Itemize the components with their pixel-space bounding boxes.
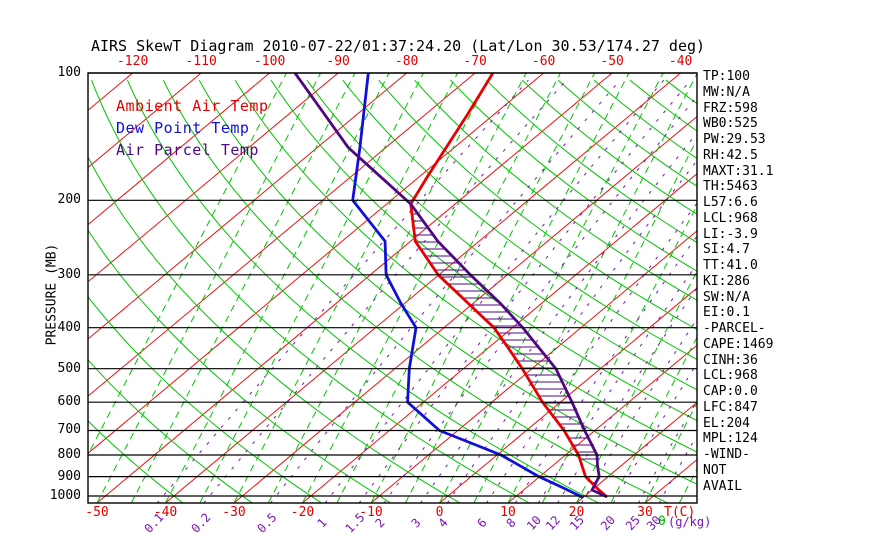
bottom-temp-tick-label: 20 bbox=[568, 505, 585, 520]
legend-ambient-air-temp: Ambient Air Temp bbox=[116, 97, 269, 115]
pressure-tick-label: 500 bbox=[57, 360, 81, 376]
pressure-tick-label: 300 bbox=[57, 266, 81, 282]
stats-panel-row: FRZ:598 bbox=[703, 100, 758, 116]
plot-border bbox=[87, 72, 698, 504]
pressure-axis-title: PRESSURE (MB) bbox=[44, 243, 60, 346]
bottom-temp-tick-label: -40 bbox=[153, 505, 178, 520]
stats-panel-row: CAP:0.0 bbox=[703, 384, 758, 399]
top-temp-tick-label: -70 bbox=[463, 54, 487, 69]
bottom-temp-tick-label: -10 bbox=[359, 505, 383, 520]
pressure-tick-label: 100 bbox=[57, 65, 81, 80]
stats-panel-row: LFC:847 bbox=[703, 399, 758, 415]
stats-panel-row: SI:4.7 bbox=[703, 242, 750, 258]
pressure-tick-label: 900 bbox=[57, 468, 81, 484]
stats-panel-row: -WIND- bbox=[703, 447, 750, 462]
legend-air-parcel-temp: Air Parcel Temp bbox=[116, 141, 259, 159]
mixing-ratio-unit-label: (g/kg) bbox=[668, 515, 712, 529]
stats-panel-row: PW:29.53 bbox=[703, 132, 766, 147]
pressure-tick-label: 700 bbox=[57, 422, 81, 438]
stats-panel-row: SW:N/A bbox=[703, 289, 750, 305]
stats-panel-row: NOT bbox=[703, 462, 727, 478]
pressure-tick-label: 400 bbox=[57, 319, 81, 335]
stats-panel-row: L57:6.6 bbox=[703, 195, 758, 210]
top-temp-tick-label: -50 bbox=[600, 54, 624, 69]
bottom-temp-tick-label: -50 bbox=[85, 505, 109, 520]
stats-panel-row: TT:41.0 bbox=[703, 258, 758, 273]
bottom-temp-tick-label: -30 bbox=[222, 505, 246, 520]
top-temp-tick-label: -80 bbox=[394, 54, 419, 69]
stats-panel-row: MPL:124 bbox=[703, 431, 758, 447]
stats-panel-row: TP:100 bbox=[703, 69, 750, 84]
profile-parcel bbox=[293, 73, 608, 499]
stats-panel-row: RH:42.5 bbox=[703, 147, 758, 163]
stats-panel-row: TH:5463 bbox=[703, 179, 758, 195]
stats-panel-row: CAPE:1469 bbox=[703, 336, 774, 352]
stats-panel-row: LCL:968 bbox=[703, 210, 758, 226]
stats-panel-row: AVAIL bbox=[703, 478, 743, 494]
bottom-temp-tick-label: 10 bbox=[500, 505, 516, 520]
pressure-tick-label: 600 bbox=[57, 394, 81, 410]
stats-panel-row: -PARCEL- bbox=[703, 321, 766, 336]
top-temp-tick-label: -40 bbox=[668, 54, 693, 69]
stats-panel-row: LI:-3.9 bbox=[703, 226, 758, 242]
legend-dew-point-temp: Dew Point Temp bbox=[116, 119, 250, 137]
top-temp-tick-label: -90 bbox=[326, 54, 350, 69]
temp-unit-label: T(C) bbox=[664, 505, 696, 520]
stats-panel-row: WB0:525 bbox=[703, 116, 758, 132]
top-temp-tick-label: -110 bbox=[185, 54, 217, 69]
pressure-tick-label: 800 bbox=[57, 447, 81, 462]
pressure-tick-label: 1000 bbox=[49, 488, 81, 503]
theta-symbol-label: θ bbox=[658, 514, 666, 529]
stats-panel-row: MAXT:31.1 bbox=[703, 163, 774, 179]
top-temp-tick-label: -60 bbox=[531, 54, 556, 69]
top-temp-tick-label: -100 bbox=[253, 54, 286, 69]
stats-panel-row: LCL:968 bbox=[703, 368, 758, 384]
top-temp-tick-label: -120 bbox=[116, 54, 149, 69]
stats-panel-row: EI:0.1 bbox=[703, 305, 750, 321]
pressure-tick-label: 200 bbox=[57, 192, 81, 208]
stats-panel-row: KI:286 bbox=[703, 273, 750, 289]
stats-panel-row: MW:N/A bbox=[703, 84, 750, 100]
stats-panel-row: CINH:36 bbox=[703, 352, 758, 368]
page-title: AIRS SkewT Diagram 2010-07-22/01:37:24.2… bbox=[90, 37, 706, 55]
bottom-temp-tick-label: 30 bbox=[637, 505, 653, 520]
bottom-temp-tick-label: 0 bbox=[435, 505, 444, 520]
bottom-temp-tick-label: -20 bbox=[290, 505, 315, 520]
stats-panel-row: EL:204 bbox=[703, 415, 750, 431]
